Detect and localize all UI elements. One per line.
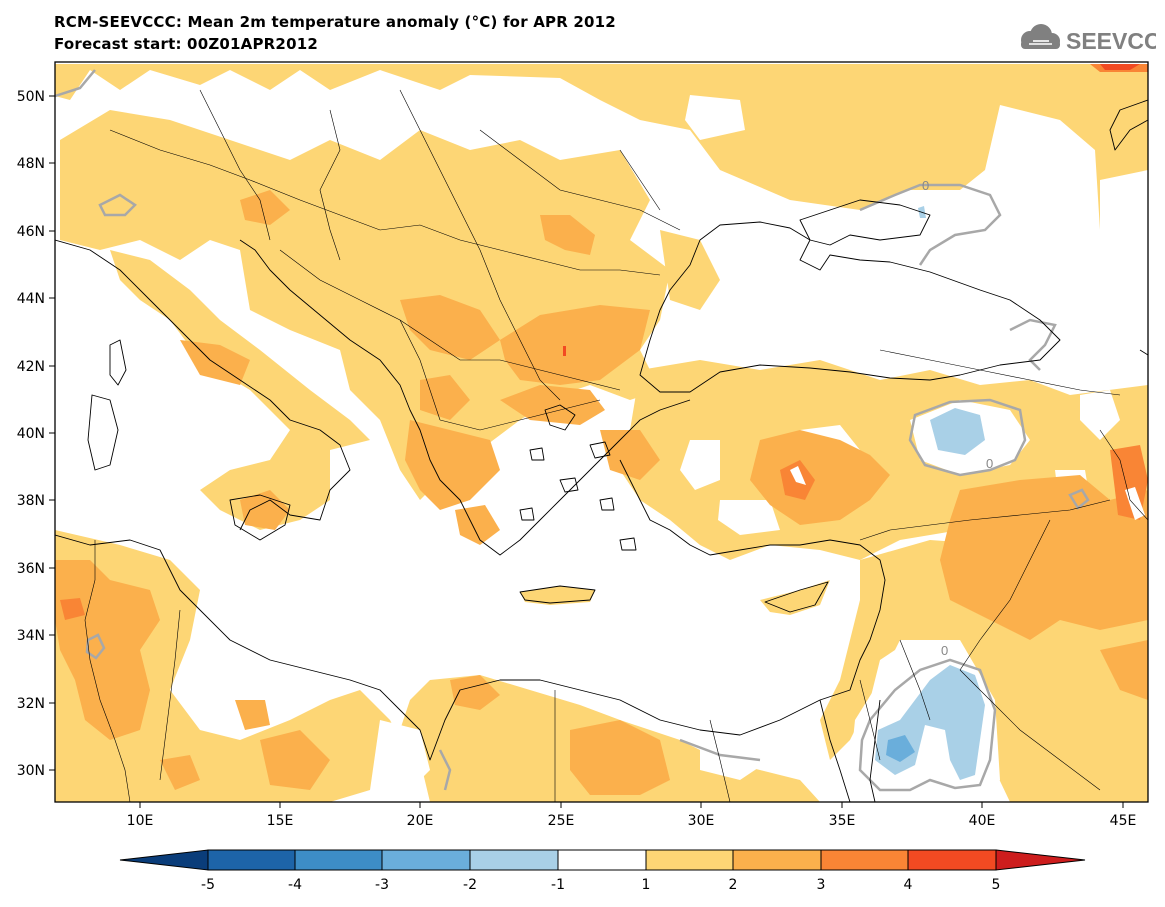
lat-label: 32N — [17, 696, 45, 712]
lat-label: 40N — [17, 426, 45, 442]
colorbar — [119, 849, 1086, 871]
colorbar-tick-labels: -5 -4 -3 -2 -1 1 2 3 4 5 — [201, 877, 1000, 893]
colorbar-tick: -5 — [201, 877, 215, 893]
forecast-start-label: Forecast start: 00Z01APR2012 — [54, 35, 318, 53]
svg-text:0: 0 — [922, 178, 929, 193]
colorbar-bin — [645, 849, 734, 871]
colorbar-tick: -2 — [463, 877, 477, 893]
colorbar-bin — [294, 849, 383, 871]
colorbar-bin — [557, 849, 647, 871]
coastlines — [55, 99, 1148, 802]
lat-label: 50N — [17, 89, 45, 105]
lat-label: 42N — [17, 359, 45, 375]
colorbar-tick: 3 — [817, 877, 826, 893]
colorbar-tick: -4 — [288, 877, 302, 893]
lon-label: 10E — [127, 813, 154, 829]
zero-contours — [55, 69, 1090, 792]
map-title: RCM-SEEVCCC: Mean 2m temperature anomaly… — [54, 13, 616, 31]
colorbar-tick: -1 — [551, 877, 565, 893]
lon-label: 25E — [548, 813, 575, 829]
lon-label: 40E — [969, 813, 996, 829]
lon-label: 20E — [407, 813, 434, 829]
colorbar-tick: 4 — [904, 877, 913, 893]
country-borders — [84, 89, 1148, 802]
colorbar-bin — [907, 849, 997, 871]
colorbar-tick: 5 — [992, 877, 1001, 893]
lat-label: 34N — [17, 628, 45, 644]
latitude-ticks — [49, 95, 55, 771]
longitude-labels: 10E 15E 20E 25E 30E 35E 40E 45E — [127, 813, 1137, 829]
colorbar-arrow-low — [119, 849, 209, 871]
lon-label: 15E — [267, 813, 294, 829]
lon-label: 35E — [829, 813, 856, 829]
lat-label: 44N — [17, 291, 45, 307]
lat-label: 30N — [17, 763, 45, 779]
colorbar-arrow-high — [995, 849, 1086, 871]
seevccc-logo: SEEVCCC — [1021, 24, 1156, 54]
colorbar-bin — [732, 849, 822, 871]
colorbar-bin — [207, 849, 296, 871]
colorbar-bin — [381, 849, 471, 871]
colorbar-bin — [820, 849, 909, 871]
lat-label: 48N — [17, 156, 45, 172]
anomaly-field: 0 0 0 — [55, 62, 1148, 802]
lon-label: 30E — [688, 813, 715, 829]
lat-label: 38N — [17, 493, 45, 509]
colorbar-bin — [469, 849, 559, 871]
longitude-ticks — [139, 802, 1124, 808]
svg-text:0: 0 — [941, 643, 948, 658]
svg-text:0: 0 — [986, 456, 993, 471]
colorbar-tick: 2 — [729, 877, 738, 893]
colorbar-tick: -3 — [375, 877, 389, 893]
lat-label: 36N — [17, 561, 45, 577]
lon-label: 45E — [1110, 813, 1137, 829]
colorbar-tick: 1 — [642, 877, 651, 893]
svg-text:SEEVCCC: SEEVCCC — [1066, 28, 1156, 54]
lat-label: 46N — [17, 224, 45, 240]
latitude-labels: 50N 48N 46N 44N 42N 40N 38N 36N 34N 32N … — [17, 89, 45, 779]
